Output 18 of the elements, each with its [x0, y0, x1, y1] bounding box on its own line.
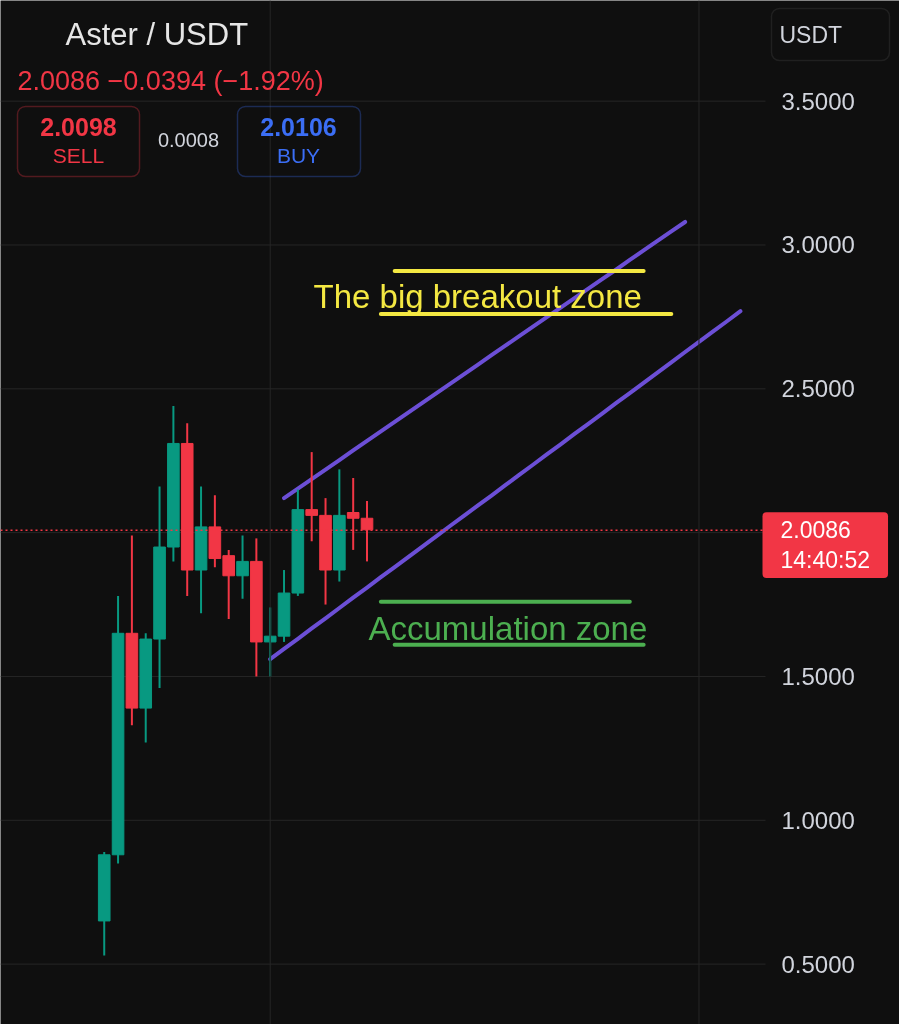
- y-tick-label: 1.5000: [781, 662, 855, 690]
- annotation: BUY: [276, 144, 321, 167]
- annotation: USDT: [779, 21, 843, 48]
- annotation: Accumulation zone: [368, 610, 648, 647]
- annotation: 0.0008: [157, 128, 220, 151]
- line-series: [282, 219, 688, 501]
- annotation: 2.0098: [40, 112, 117, 141]
- ref-line-label: 2.0086 14:40:52: [780, 517, 871, 574]
- annotation: SELL: [52, 144, 105, 167]
- y-tick-label: 1.0000: [781, 806, 855, 834]
- y-tick-label: 0.5000: [781, 950, 855, 978]
- y-tick-label: 3.5000: [781, 87, 855, 115]
- text: 2.0086 −0.0394 (−1.92%): [17, 65, 324, 96]
- text: Aster / USDT: [65, 17, 249, 52]
- y-tick-label: 3.0000: [781, 231, 855, 259]
- y-tick-label: 2.5000: [781, 375, 855, 403]
- annotation: 2.0106: [260, 112, 337, 141]
- candlestick: [236, 534, 249, 600]
